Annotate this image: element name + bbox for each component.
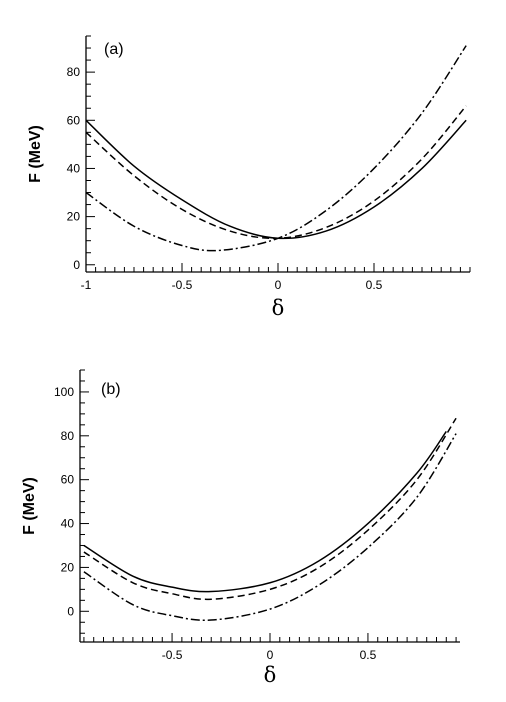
x-tick-label: -0.5 bbox=[162, 648, 183, 662]
panel-label: (b) bbox=[101, 381, 121, 398]
series-line-dashed bbox=[85, 105, 467, 240]
x-tick-label: -1 bbox=[81, 278, 92, 292]
x-tick-label: 0 bbox=[275, 278, 282, 292]
panel-a: -1 -0.5 0 0.5 0 20 40 60 80 F (MeV) δ (a) bbox=[27, 35, 471, 320]
y-tick-label: 100 bbox=[54, 385, 74, 399]
x-tick-label: 0.5 bbox=[360, 648, 377, 662]
y-tick-label: 20 bbox=[61, 560, 75, 574]
x-tick-label: 0.5 bbox=[366, 278, 383, 292]
y-axis-label: F (MeV) bbox=[27, 125, 44, 183]
x-tick-label: -0.5 bbox=[172, 278, 193, 292]
y-axis-label: F (MeV) bbox=[21, 477, 38, 535]
y-tick-label: 60 bbox=[67, 113, 81, 127]
y-tick-label: 60 bbox=[61, 473, 75, 487]
panel-b: -0.5 0 0.5 0 20 40 60 80 100 F (MeV) δ (b) bbox=[21, 369, 460, 687]
panel-label: (a) bbox=[104, 41, 124, 58]
series-line-solid bbox=[83, 430, 447, 593]
y-tick-label: 20 bbox=[67, 210, 81, 224]
series-line-dashdot bbox=[83, 433, 457, 622]
y-tick-label: 40 bbox=[67, 161, 81, 175]
series-line-dashdot bbox=[85, 45, 467, 252]
series-line-dashed bbox=[83, 417, 457, 601]
x-axis-label: δ bbox=[264, 663, 277, 687]
y-tick-label: 80 bbox=[61, 429, 75, 443]
y-tick-label: 40 bbox=[61, 517, 75, 531]
x-tick-label: 0 bbox=[267, 648, 274, 662]
y-tick-label: 80 bbox=[67, 65, 81, 79]
y-tick-label: 0 bbox=[73, 258, 80, 272]
y-tick-label: 0 bbox=[67, 604, 74, 618]
series-line-solid bbox=[85, 119, 467, 240]
x-axis-label: δ bbox=[272, 296, 285, 320]
